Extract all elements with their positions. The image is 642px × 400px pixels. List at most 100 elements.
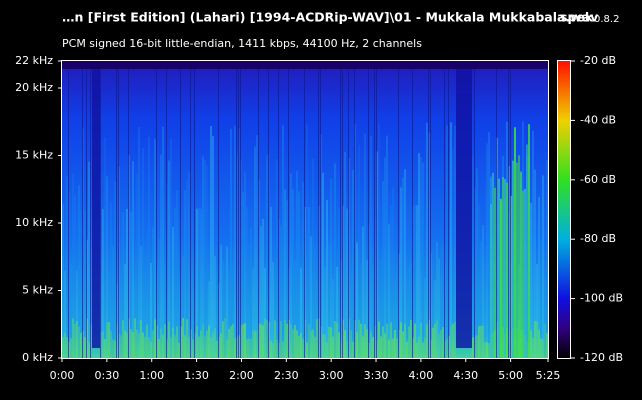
- spectrum-texture: [314, 245, 316, 358]
- spectrum-texture: [284, 319, 286, 358]
- spectrum-texture: [98, 61, 100, 348]
- spectrum-texture: [332, 336, 334, 358]
- spectrum-texture: [134, 275, 136, 358]
- spectrum-texture: [450, 325, 452, 358]
- spectrum-texture: [422, 342, 424, 358]
- spectrum-texture: [274, 320, 276, 358]
- spectrum-texture: [238, 69, 239, 358]
- file-title: …n [First Edition] (Lahari) [1994-ACDRip…: [62, 10, 598, 25]
- spectrum-texture: [208, 325, 210, 358]
- spectrum-texture: [104, 137, 106, 358]
- spectrum-texture: [138, 333, 140, 358]
- spectrum-texture: [486, 342, 488, 358]
- spectrum-texture: [488, 131, 490, 358]
- spectrum-texture: [464, 61, 466, 348]
- spectrum-texture: [220, 244, 222, 358]
- spectrum-texture: [432, 265, 434, 358]
- spectrum-texture: [270, 206, 272, 358]
- spectrum-texture: [174, 335, 176, 358]
- spectrum-texture: [328, 326, 330, 358]
- spectrum-texture: [322, 334, 324, 358]
- x-tick-label: 0:30: [95, 369, 120, 382]
- spectrum-texture: [446, 125, 448, 358]
- spectrum-texture: [436, 320, 438, 358]
- spectrum-texture: [254, 146, 256, 358]
- spectrum-texture: [226, 340, 228, 358]
- spectrum-texture: [486, 143, 488, 358]
- spectrum-texture: [546, 333, 548, 358]
- spectrum-texture: [336, 322, 338, 358]
- spectrum-texture: [112, 246, 114, 358]
- spectrum-texture: [326, 199, 328, 358]
- spectrum-texture: [62, 203, 64, 358]
- spectrum-texture: [462, 61, 464, 348]
- spectrum-texture: [154, 138, 156, 358]
- spectrum-texture: [344, 330, 346, 358]
- spectrum-texture: [300, 267, 302, 358]
- spectrum-texture: [110, 203, 112, 358]
- spectrum-texture: [420, 156, 422, 358]
- spectrum-texture: [256, 330, 258, 358]
- spectrum-texture: [284, 189, 286, 358]
- spectrum-texture: [274, 264, 276, 358]
- spectrum-texture: [374, 69, 375, 358]
- x-tick-label: 2:30: [274, 369, 299, 382]
- spectrum-texture: [266, 320, 268, 358]
- spectrum-texture: [342, 69, 343, 358]
- spectrum-texture: [532, 338, 534, 358]
- spectrum-texture: [496, 69, 497, 358]
- spectrum-texture: [254, 330, 256, 358]
- spectrum-texture: [396, 338, 398, 358]
- spectrum-texture: [156, 69, 157, 358]
- spectrum-texture: [290, 324, 292, 358]
- spectrum-texture: [436, 241, 438, 358]
- spectrum-texture: [394, 329, 396, 358]
- spectrum-texture: [352, 170, 354, 358]
- spectrum-texture: [144, 336, 146, 358]
- spectrum-texture: [534, 321, 536, 358]
- spectrum-texture: [92, 61, 94, 348]
- spectrum-texture: [326, 342, 328, 358]
- spectrum-texture: [438, 333, 440, 358]
- spectrum-texture: [408, 326, 410, 358]
- app-name: spek: [560, 10, 594, 25]
- spectrum-texture: [324, 267, 326, 358]
- spectrum-texture: [80, 210, 82, 358]
- spectrum-texture: [146, 229, 148, 358]
- spectrum-texture: [124, 264, 126, 358]
- spectrum-texture: [124, 330, 126, 358]
- spectrum-texture: [94, 61, 96, 348]
- spectrum-texture: [330, 178, 332, 358]
- spectrum-texture: [292, 189, 294, 358]
- spectrum-texture: [428, 69, 429, 358]
- spectrum-texture: [482, 225, 484, 358]
- spectrum-texture: [160, 328, 162, 358]
- spectrum-texture: [420, 322, 422, 358]
- spectrum-texture: [454, 322, 456, 358]
- y-tick-label: 5 kHz: [22, 284, 53, 297]
- spectrum-texture: [190, 69, 191, 358]
- spectrum-texture: [398, 69, 399, 358]
- x-tick-label: 5:00: [498, 369, 523, 382]
- spectrum-texture: [406, 341, 408, 358]
- spectrum-texture: [114, 181, 116, 358]
- spectrum-texture: [294, 325, 296, 358]
- spectrum-texture: [524, 188, 526, 358]
- spectrum-texture: [144, 269, 146, 358]
- spectrum-texture: [322, 172, 324, 358]
- spectrum-texture: [186, 180, 188, 358]
- spectrum-texture: [282, 124, 284, 358]
- spectrum-texture: [482, 325, 484, 358]
- spectrum-texture: [282, 341, 284, 358]
- spectrum-texture: [174, 208, 176, 358]
- colorbar-frame: [557, 60, 571, 359]
- spectrum-texture: [430, 69, 431, 358]
- spectrum-texture: [198, 207, 200, 358]
- spectrum-texture: [386, 135, 388, 358]
- spectrum-texture: [220, 333, 222, 358]
- spectrum-texture: [370, 331, 372, 358]
- spectrum-texture: [320, 69, 321, 358]
- spectrum-texture: [140, 245, 142, 358]
